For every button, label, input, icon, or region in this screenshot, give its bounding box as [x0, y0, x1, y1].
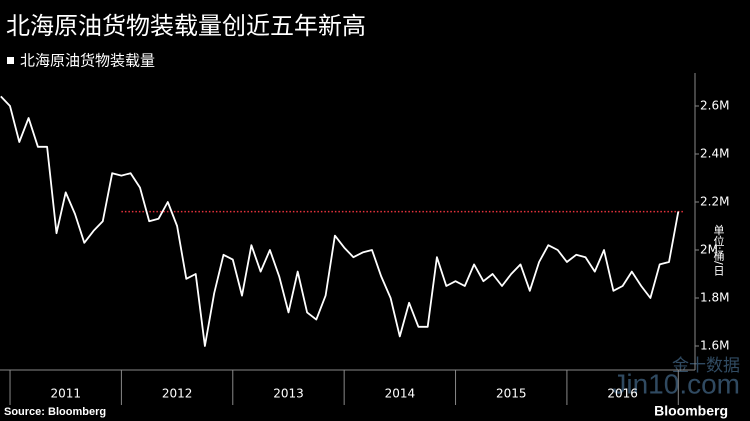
legend-swatch [7, 57, 14, 64]
series-line [0, 95, 680, 347]
y-tick-label: 2.2M [700, 195, 729, 209]
x-tick-label: 2016 [607, 387, 638, 401]
legend-label: 北海原油货物装载量 [20, 52, 155, 70]
x-tick-label: 2015 [496, 387, 527, 401]
watermark: 金十数据 [672, 356, 740, 376]
x-tick-label: 2014 [385, 387, 416, 401]
x-tick-label: 2013 [273, 387, 304, 401]
brand: Bloomberg [654, 403, 728, 419]
x-tick-label: 2012 [162, 387, 193, 401]
watermark-site: Jin10.com [612, 368, 740, 399]
chart-title: 北海原油货物装载量创近五年新高 [6, 12, 366, 40]
y-tick-label: 1.6M [700, 339, 729, 353]
unit-note: 单位:桶/日 [712, 224, 725, 276]
source: Source: Bloomberg [4, 406, 106, 418]
y-tick-label: 2.6M [700, 99, 729, 113]
y-tick-label: 1.8M [700, 291, 729, 305]
y-tick-label: 2.4M [700, 147, 729, 161]
y-tick-label: 2M [700, 243, 718, 257]
x-tick-label: 2011 [50, 387, 81, 401]
